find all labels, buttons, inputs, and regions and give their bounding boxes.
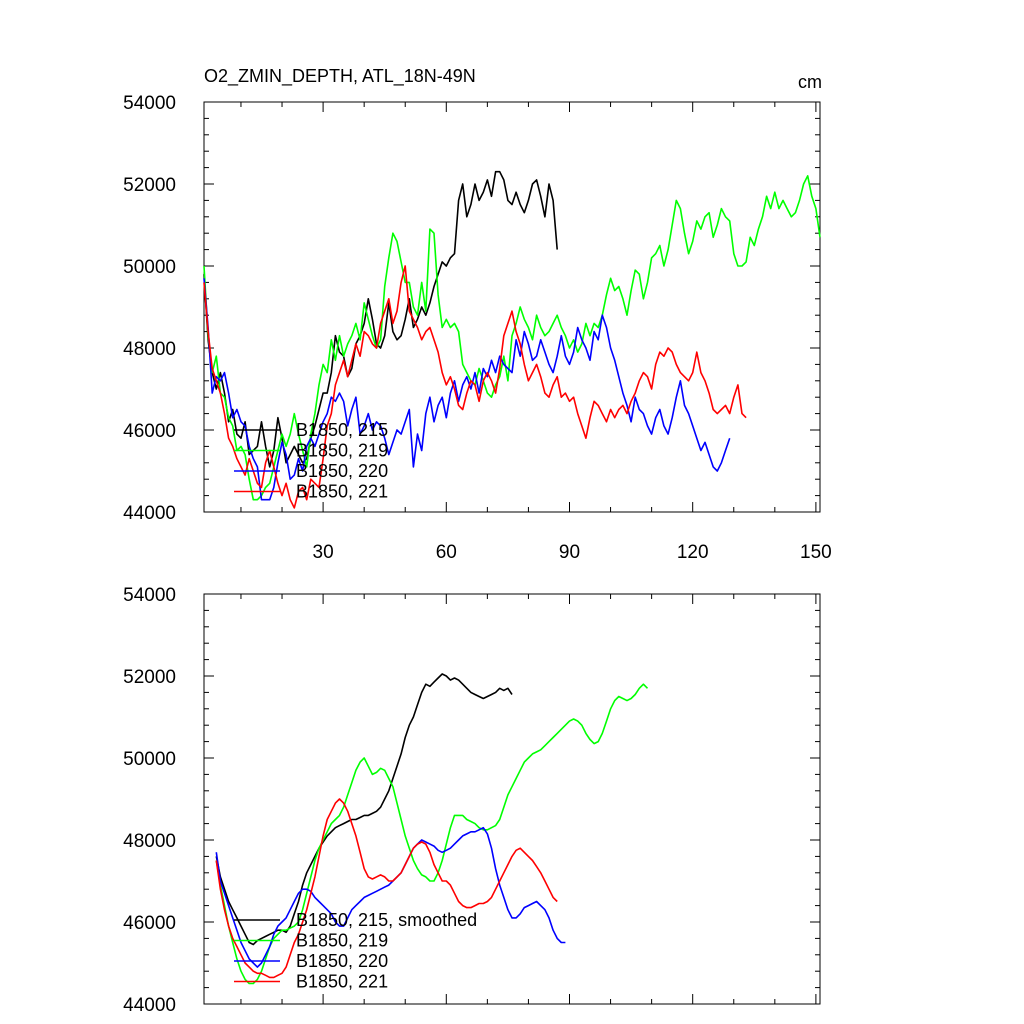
y-tick-label: 46000: [123, 913, 176, 934]
chart-title: O2_ZMIN_DEPTH, ATL_18N-49N: [204, 66, 476, 87]
legend-label-2: B1850, 219: [296, 441, 388, 461]
y-tick-label: 44000: [123, 995, 176, 1016]
series-line-4: [203, 265, 747, 509]
legend-label-1: B1850, 215, smoothed: [296, 910, 477, 930]
series-line-1: [215, 673, 513, 946]
y-tick-label: 54000: [123, 585, 176, 606]
x-tick-label: 90: [559, 542, 580, 563]
y-tick-label: 52000: [123, 175, 176, 196]
top-panel: O2_ZMIN_DEPTH, ATL_18N-49N cm 44000 46000 48…: [123, 66, 832, 563]
series-line-3: [215, 826, 566, 968]
bottom-panel: 44000 46000 48000 50000 52000 54000 B1850, 215…: [123, 585, 821, 1016]
series-line-2: [203, 175, 821, 501]
plot-frame: [203, 593, 821, 1005]
y-tick-label: 50000: [123, 749, 176, 770]
x-tick-label: 120: [677, 542, 709, 563]
series-line-2: [215, 683, 649, 985]
y-tick-label: 54000: [123, 93, 176, 114]
y-tick-label: 46000: [123, 421, 176, 442]
series-line-3: [203, 278, 731, 501]
x-tick-label: 30: [313, 542, 334, 563]
legend-label-3: B1850, 220: [296, 951, 388, 971]
legend-label-1: B1850, 215: [296, 420, 388, 440]
legend-label-2: B1850, 219: [296, 931, 388, 951]
y-tick-label: 50000: [123, 257, 176, 278]
x-tick-label: 60: [436, 542, 457, 563]
units-label: cm: [798, 72, 822, 92]
plot-frame: [203, 101, 821, 513]
x-tick-label: 150: [800, 542, 832, 563]
legend-label-3: B1850, 220: [296, 461, 388, 481]
legend-label-4: B1850, 221: [296, 482, 388, 502]
y-tick-label: 52000: [123, 667, 176, 688]
y-tick-label: 44000: [123, 503, 176, 524]
y-tick-label: 48000: [123, 831, 176, 852]
legend-label-4: B1850, 221: [296, 972, 388, 992]
series-line-4: [215, 798, 558, 979]
y-tick-label: 48000: [123, 339, 176, 360]
